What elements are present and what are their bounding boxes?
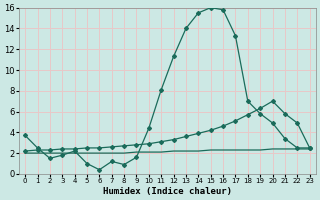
X-axis label: Humidex (Indice chaleur): Humidex (Indice chaleur) [103, 187, 232, 196]
